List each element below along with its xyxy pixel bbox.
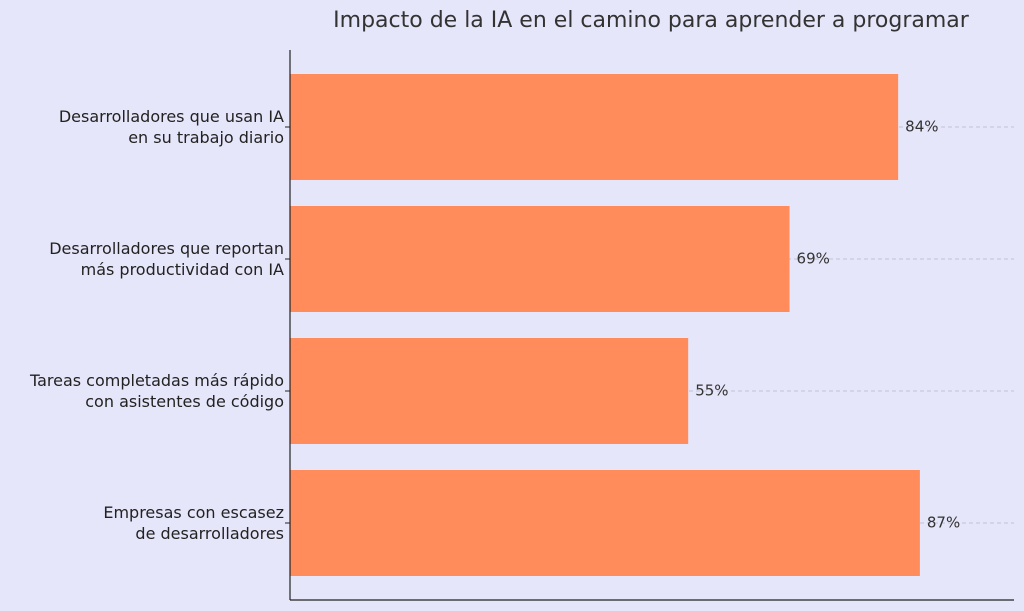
bar <box>290 338 689 444</box>
value-label: 87% <box>927 514 960 532</box>
chart-title: Impacto de la IA en el camino para apren… <box>333 8 970 33</box>
value-label: 69% <box>797 250 830 268</box>
y-tick-label: Tareas completadas más rápido con asiste… <box>29 371 284 411</box>
bar <box>290 74 899 180</box>
y-tick-label: Desarrolladores que reportan más product… <box>49 239 284 279</box>
y-tick-label: Desarrolladores que usan IA en su trabaj… <box>58 107 284 147</box>
value-label: 55% <box>695 382 728 400</box>
value-label: 84% <box>905 118 938 136</box>
bar <box>290 206 790 312</box>
y-tick-label: Empresas con escasez de desarrolladores <box>103 503 284 543</box>
bar <box>290 470 920 576</box>
